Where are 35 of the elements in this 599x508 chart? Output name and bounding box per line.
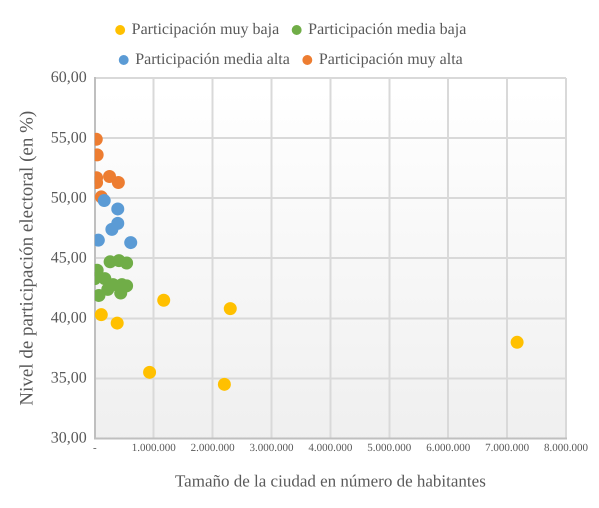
point: [98, 194, 111, 208]
y-tick-label: 45,00: [50, 249, 87, 266]
legend-label: Participación media baja: [308, 21, 466, 38]
point: [218, 378, 231, 391]
x-tick-label: 5.000.000: [367, 442, 412, 454]
y-tick-label: 55,00: [50, 129, 87, 146]
y-tick-label: 50,00: [50, 189, 87, 206]
point: [157, 294, 170, 307]
y-tick-label: 35,00: [50, 370, 87, 387]
y-tick-label: 40,00: [50, 309, 87, 326]
point: [224, 302, 237, 316]
x-tick-label: 4.000.000: [308, 442, 353, 454]
legend-label: Participación muy baja: [132, 21, 280, 38]
y-tick-label: 30,00: [50, 430, 87, 447]
legend-label: Participación media alta: [135, 51, 290, 68]
legend-label: Participación muy alta: [318, 51, 463, 68]
point: [124, 236, 138, 250]
point: [105, 222, 118, 236]
point: [510, 336, 524, 349]
x-tick-label: 6.000.000: [426, 442, 471, 454]
point: [111, 202, 124, 216]
x-tick-label: 3.000.000: [250, 442, 294, 454]
x-tick-label: 7.000.000: [485, 442, 530, 454]
y-tick-label: 60,00: [50, 69, 87, 86]
x-tick-label: 2.000.000: [190, 442, 236, 454]
x-axis-title: Tamaño de la ciudad en número de habitantes: [174, 471, 486, 490]
y-axis-title: Nivel de participación electoral (en %): [16, 110, 38, 406]
point: [143, 366, 156, 379]
point: [120, 256, 134, 270]
x-tick-label: 1.000.000: [132, 442, 176, 454]
point: [101, 282, 114, 296]
x-tick-label: -: [92, 442, 97, 454]
x-tick-label: 8.000.000: [544, 442, 588, 454]
point: [110, 316, 124, 330]
point: [94, 308, 108, 322]
